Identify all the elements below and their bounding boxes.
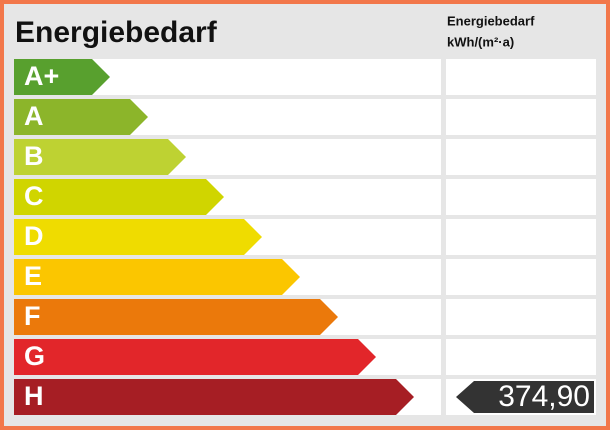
value-cell — [446, 219, 596, 255]
value-cell — [446, 179, 596, 215]
value-marker — [456, 381, 594, 413]
class-arrow — [14, 259, 300, 295]
class-label: C — [24, 181, 44, 211]
class-arrow — [14, 339, 376, 375]
class-label: G — [24, 341, 45, 371]
value-cell — [446, 339, 596, 375]
class-arrow — [14, 139, 186, 175]
class-label: A+ — [24, 61, 59, 91]
class-label: E — [24, 261, 42, 291]
column-header: kWh/(m²·a) — [447, 34, 514, 49]
value-cell — [446, 259, 596, 295]
class-label: H — [24, 381, 44, 411]
class-label: A — [24, 101, 44, 131]
class-arrow — [14, 299, 338, 335]
title: Energiebedarf — [15, 16, 218, 49]
class-arrow — [14, 219, 262, 255]
class-label: F — [24, 301, 41, 331]
class-label: B — [24, 141, 44, 171]
class-arrow — [14, 59, 110, 95]
class-arrow — [14, 99, 148, 135]
value-cell — [446, 299, 596, 335]
value-text: 374,90 — [498, 380, 590, 413]
column-header: Energiebedarf — [447, 13, 535, 28]
class-arrow — [14, 179, 224, 215]
class-arrow — [14, 379, 414, 415]
class-label: D — [24, 221, 44, 251]
value-cell — [446, 59, 596, 95]
value-cell — [446, 139, 596, 175]
value-cell — [446, 99, 596, 135]
